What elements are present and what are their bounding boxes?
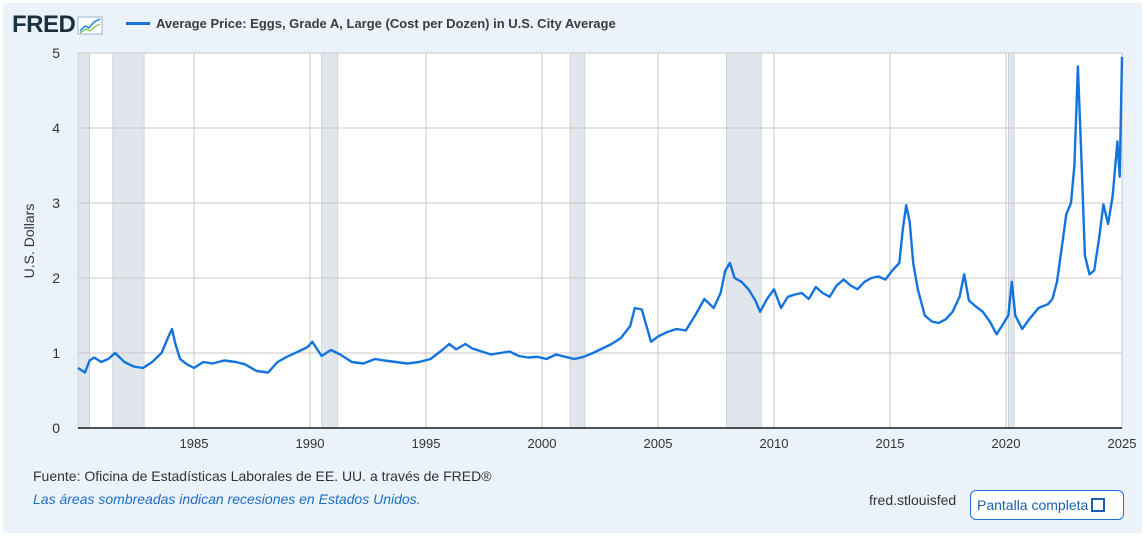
y-tick-label: 5 [52, 45, 60, 61]
x-tick-label: 1990 [296, 436, 325, 451]
fred-graph-icon [77, 16, 103, 35]
y-tick-label: 0 [52, 420, 60, 436]
recession-band [112, 52, 145, 429]
recession-note: Las áreas sombreadas indican recesiones … [33, 491, 421, 507]
y-tick-label: 2 [52, 270, 60, 286]
fullscreen-icon [1091, 498, 1106, 512]
x-tick-label: 1995 [412, 436, 441, 451]
x-tick-label: 2005 [644, 436, 673, 451]
fullscreen-label: Pantalla completa [977, 497, 1089, 513]
x-tick-label: 1985 [180, 436, 209, 451]
plot-area [78, 53, 1122, 428]
fullscreen-button[interactable]: Pantalla completa [970, 490, 1124, 520]
x-tick-label: 2010 [760, 436, 789, 451]
x-tick-label: 2020 [992, 436, 1021, 451]
fred-url[interactable]: fred.stlouisfed [869, 492, 957, 508]
y-tick-label: 1 [52, 345, 60, 361]
x-tick-label: 2000 [528, 436, 557, 451]
y-tick-label: 4 [52, 120, 60, 136]
chart-legend: Average Price: Eggs, Grade A, Large (Cos… [126, 16, 616, 31]
line-chart: 0 1 2 3 4 5 1985 1990 1995 2000 2005 2010 2015 2020 20… [21, 45, 1137, 451]
fred-logo[interactable]: FRED [12, 11, 103, 38]
legend-label: Average Price: Eggs, Grade A, Large (Cos… [156, 16, 616, 31]
recession-band [1008, 52, 1015, 429]
x-tick-label: 2025 [1108, 436, 1137, 451]
y-tick-label: 3 [52, 195, 60, 211]
y-axis-label: U.S. Dollars [21, 204, 37, 279]
source-note: Fuente: Oficina de Estadísticas Laborale… [33, 468, 492, 484]
recession-band [726, 52, 762, 429]
legend-swatch [126, 22, 150, 25]
x-tick-label: 2015 [876, 436, 905, 451]
eggs-price-line [77, 56, 1124, 374]
recession-band [569, 52, 586, 429]
recession-band [321, 52, 339, 429]
fred-logo-text: FRED [12, 11, 76, 38]
